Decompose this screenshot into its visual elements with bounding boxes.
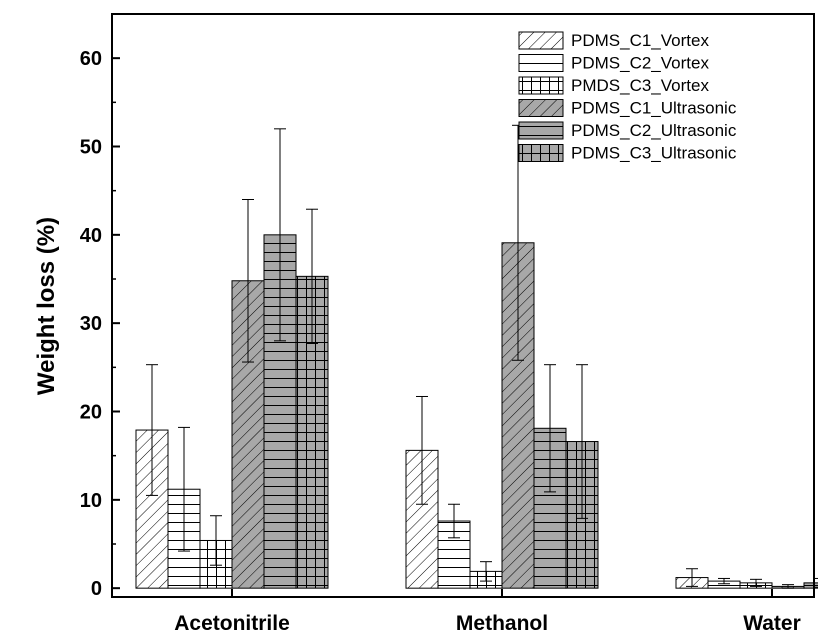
legend: PDMS_C1_Vortex PDMS_C2_Vortex PMDS_C3_Vort…: [518, 31, 737, 163]
bars-layer: [135, 234, 818, 589]
bar-pdms-c2-ultrasonic-water: [803, 582, 818, 589]
x-axis: Acetonitrile Methanol Water: [174, 589, 801, 635]
legend-label: PMDS_C3_Vortex: [571, 76, 709, 95]
legend-label: PDMS_C1_Ultrasonic: [571, 99, 737, 118]
y-tick-label: 40: [80, 225, 102, 247]
x-category-label: Acetonitrile: [174, 612, 290, 635]
x-category-label: Water: [743, 612, 801, 635]
plot-frame: [111, 13, 815, 598]
legend-label: PDMS_C2_Vortex: [571, 54, 709, 73]
legend-swatch: [518, 99, 564, 117]
legend-label: PDMS_C2_Ultrasonic: [571, 121, 737, 140]
legend-swatch: [518, 31, 564, 50]
legend-swatch: [518, 76, 564, 95]
x-category-label: Methanol: [456, 612, 548, 635]
y-tick-label: 50: [80, 137, 102, 159]
error-bars-layer: [146, 124, 818, 589]
y-tick-label: 10: [80, 490, 102, 512]
bar-pdms-c2-ultrasonic-acetonitrile: [263, 234, 297, 589]
y-tick-label: 0: [91, 578, 102, 600]
legend-swatch: [518, 54, 564, 72]
legend-swatch: [518, 121, 564, 140]
legend-swatch: [518, 144, 564, 162]
y-tick-label: 60: [80, 48, 102, 70]
legend-label: PDMS_C1_Vortex: [571, 31, 709, 50]
y-axis: 0 10 20 30 40 50 60: [80, 48, 120, 600]
legend-label: PDMS_C3_Ultrasonic: [571, 144, 737, 163]
y-tick-label: 30: [80, 313, 102, 335]
y-tick-label: 20: [80, 402, 102, 424]
y-axis-title: Weight loss (%): [33, 217, 60, 395]
